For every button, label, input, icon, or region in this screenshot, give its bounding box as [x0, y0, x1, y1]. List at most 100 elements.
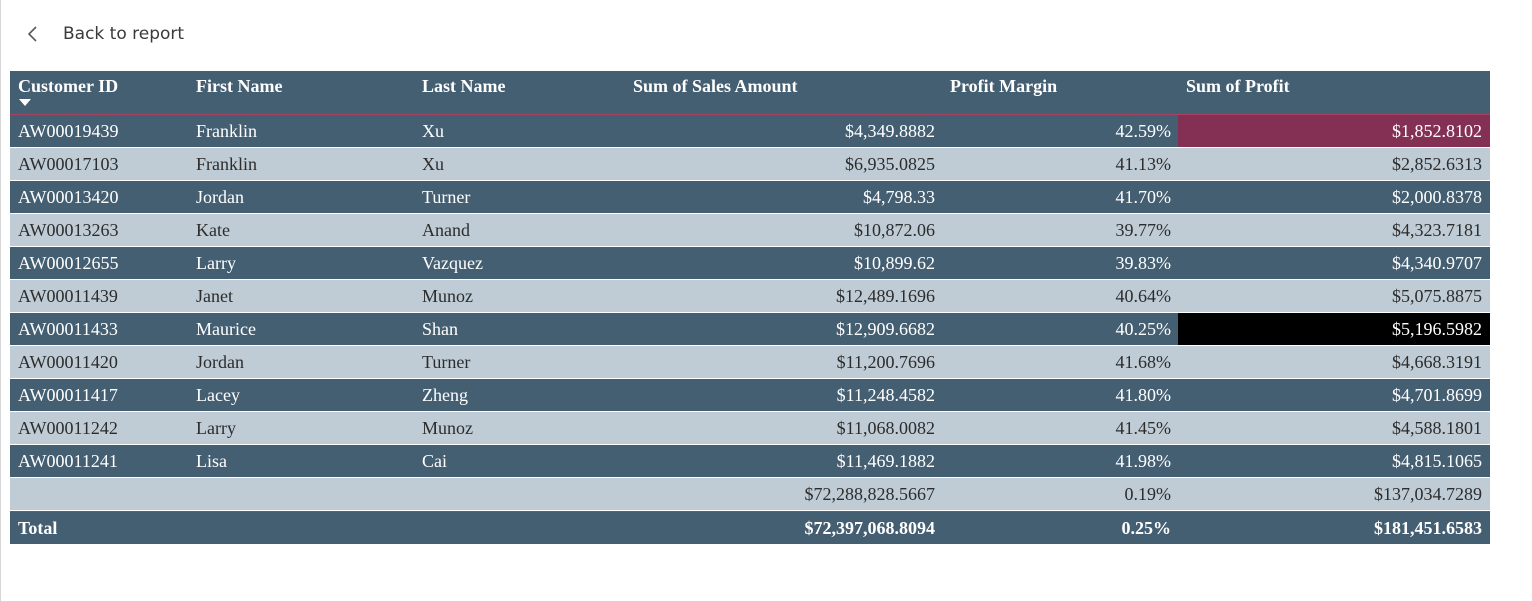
column-header-sum-of-profit[interactable]: Sum of Profit — [1186, 76, 1290, 96]
column-header-last-name[interactable]: Last Name — [422, 76, 506, 96]
table-row[interactable]: AW00019439 Franklin Xu $4,349.8882 42.59… — [10, 115, 1490, 148]
cell-profit-margin: 0.19% — [1124, 484, 1172, 504]
cell-customer-id: AW00011242 — [18, 418, 118, 438]
cell-profit-margin: 39.83% — [1115, 253, 1172, 273]
cell-customer-id: AW00011433 — [18, 319, 118, 339]
total-label: Total — [18, 518, 58, 538]
cell-sum-of-sales-amount: $12,489.1696 — [836, 286, 935, 306]
cell-customer-id: AW00011241 — [18, 451, 118, 471]
total-last-name — [422, 512, 622, 544]
cell-last-name — [422, 478, 622, 510]
cell-customer-id: AW00011420 — [18, 352, 118, 372]
cell-first-name: Larry — [196, 418, 236, 438]
cell-customer-id: AW00011439 — [18, 286, 118, 306]
cell-sum-of-profit: $2,852.6313 — [1392, 154, 1482, 174]
cell-sum-of-profit: $4,701.8699 — [1392, 385, 1482, 405]
cell-sum-of-sales-amount: $72,288,828.5667 — [804, 484, 936, 504]
cell-profit-margin: 40.25% — [1115, 319, 1172, 339]
cell-sum-of-profit: $5,196.5982 — [1178, 313, 1490, 345]
cell-sum-of-profit: $1,852.8102 — [1178, 115, 1490, 147]
sort-descending-icon[interactable] — [19, 99, 31, 106]
cell-last-name: Zheng — [422, 385, 468, 405]
cell-sum-of-sales-amount: $4,349.8882 — [845, 121, 935, 141]
data-table: Customer ID First Name Last Name Sum of … — [10, 71, 1490, 544]
cell-first-name: Jordan — [196, 187, 244, 207]
table-row[interactable]: AW00011242 Larry Munoz $11,068.0082 41.4… — [10, 412, 1490, 445]
cell-sum-of-profit: $4,340.9707 — [1392, 253, 1482, 273]
cell-sum-of-sales-amount: $6,935.0825 — [845, 154, 935, 174]
cell-sum-of-profit: $5,075.8875 — [1392, 286, 1482, 306]
cell-sum-of-sales-amount: $11,200.7696 — [836, 352, 935, 372]
total-sum-of-sales-amount: $72,397,068.8094 — [804, 518, 936, 538]
cell-last-name: Turner — [422, 187, 471, 207]
cell-sum-of-sales-amount: $10,872.06 — [854, 220, 935, 240]
table-row[interactable]: AW00011420 Jordan Turner $11,200.7696 41… — [10, 346, 1490, 379]
table-row[interactable]: AW00011241 Lisa Cai $11,469.1882 41.98% … — [10, 445, 1490, 478]
cell-last-name: Munoz — [422, 286, 473, 306]
cell-profit-margin: 41.70% — [1115, 187, 1172, 207]
total-first-name — [196, 512, 416, 544]
cell-sum-of-sales-amount: $11,469.1882 — [836, 451, 935, 471]
cell-customer-id: AW00011417 — [18, 385, 118, 405]
cell-first-name: Lacey — [196, 385, 240, 405]
table-row[interactable]: AW00012655 Larry Vazquez $10,899.62 39.8… — [10, 247, 1490, 280]
chevron-left-icon — [27, 26, 37, 42]
cell-first-name: Maurice — [196, 319, 256, 339]
table-row[interactable]: AW00011439 Janet Munoz $12,489.1696 40.6… — [10, 280, 1490, 313]
cell-customer-id: AW00017103 — [18, 154, 119, 174]
column-header-sum-of-sales-amount[interactable]: Sum of Sales Amount — [633, 76, 798, 96]
table-row[interactable]: AW00013263 Kate Anand $10,872.06 39.77% … — [10, 214, 1490, 247]
table-row[interactable]: AW00011417 Lacey Zheng $11,248.4582 41.8… — [10, 379, 1490, 412]
table-header: Customer ID First Name Last Name Sum of … — [10, 71, 1490, 115]
cell-sum-of-sales-amount: $11,068.0082 — [836, 418, 935, 438]
cell-sum-of-sales-amount: $12,909.6682 — [836, 319, 935, 339]
cell-customer-id: AW00013420 — [18, 187, 119, 207]
table-row[interactable]: AW00017103 Franklin Xu $6,935.0825 41.13… — [10, 148, 1490, 181]
cell-sum-of-sales-amount: $10,899.62 — [854, 253, 935, 273]
total-profit-margin: 0.25% — [1121, 518, 1172, 538]
cell-customer-id — [18, 478, 188, 510]
total-row: Total $72,397,068.8094 0.25% $181,451.65… — [10, 511, 1490, 544]
cell-sum-of-profit: $4,815.1065 — [1392, 451, 1482, 471]
cell-last-name: Xu — [422, 121, 444, 141]
table-row[interactable]: AW00011433 Maurice Shan $12,909.6682 40.… — [10, 313, 1490, 346]
cell-last-name: Anand — [422, 220, 470, 240]
cell-profit-margin: 42.59% — [1115, 121, 1172, 141]
cell-profit-margin: 39.77% — [1115, 220, 1172, 240]
cell-last-name: Munoz — [422, 418, 473, 438]
cell-customer-id: AW00012655 — [18, 253, 119, 273]
cell-first-name: Janet — [196, 286, 233, 306]
cell-sum-of-profit: $2,000.8378 — [1392, 187, 1482, 207]
cell-sum-of-profit: $4,323.7181 — [1392, 220, 1482, 240]
cell-first-name — [196, 478, 416, 510]
cell-profit-margin: 40.64% — [1115, 286, 1172, 306]
cell-profit-margin: 41.13% — [1115, 154, 1172, 174]
cell-first-name: Lisa — [196, 451, 227, 471]
cell-sum-of-sales-amount: $4,798.33 — [863, 187, 935, 207]
column-header-customer-id[interactable]: Customer ID — [18, 76, 119, 96]
back-to-report-button[interactable]: Back to report — [23, 20, 184, 48]
cell-first-name: Franklin — [196, 121, 257, 141]
column-header-profit-margin[interactable]: Profit Margin — [950, 76, 1058, 96]
cell-last-name: Vazquez — [422, 253, 483, 273]
column-header-first-name[interactable]: First Name — [196, 76, 283, 96]
cell-sum-of-profit: $4,588.1801 — [1392, 418, 1482, 438]
cell-first-name: Kate — [196, 220, 230, 240]
cell-profit-margin: 41.80% — [1115, 385, 1172, 405]
table-row[interactable]: AW00013420 Jordan Turner $4,798.33 41.70… — [10, 181, 1490, 214]
cell-customer-id: AW00019439 — [18, 121, 119, 141]
cell-first-name: Larry — [196, 253, 236, 273]
cell-last-name: Xu — [422, 154, 444, 174]
cell-last-name: Turner — [422, 352, 471, 372]
cell-profit-margin: 41.68% — [1115, 352, 1172, 372]
cell-sum-of-sales-amount: $11,248.4582 — [836, 385, 935, 405]
cell-sum-of-profit: $137,034.7289 — [1374, 484, 1482, 504]
cell-customer-id: AW00013263 — [18, 220, 119, 240]
table-row[interactable]: $72,288,828.5667 0.19% $137,034.7289 — [10, 478, 1490, 511]
total-sum-of-profit: $181,451.6583 — [1374, 518, 1482, 538]
cell-last-name: Cai — [422, 451, 447, 471]
cell-sum-of-profit: $4,668.3191 — [1392, 352, 1482, 372]
cell-first-name: Franklin — [196, 154, 257, 174]
cell-last-name: Shan — [422, 319, 458, 339]
back-to-report-label: Back to report — [63, 24, 185, 44]
